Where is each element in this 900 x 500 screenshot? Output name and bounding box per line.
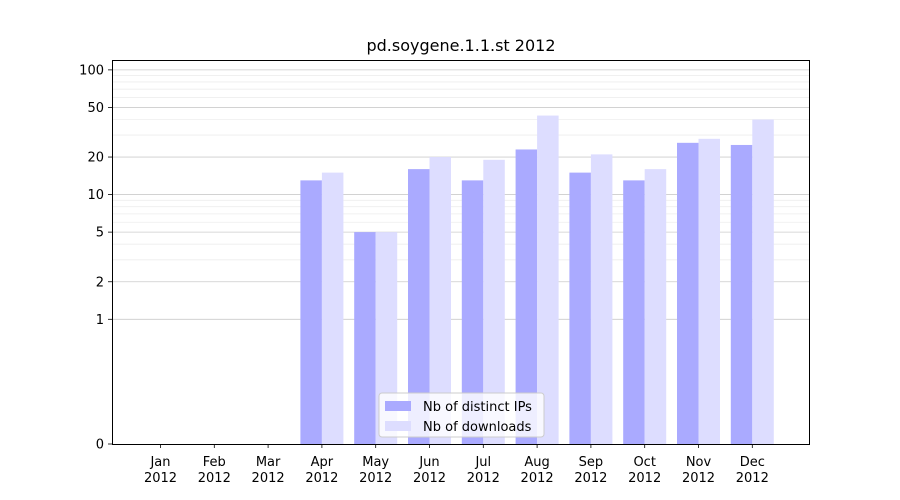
y-tick-label: 2 (96, 275, 104, 290)
legend-box (378, 392, 545, 438)
x-tick-label-year: 2012 (467, 471, 500, 486)
x-tick-label-month: Jul (474, 455, 491, 470)
x-tick-label-month: Dec (740, 455, 765, 470)
x-tick-label-year: 2012 (682, 471, 715, 486)
bar (677, 142, 699, 445)
bars (300, 115, 774, 445)
x-tick-label-month: Apr (311, 455, 334, 470)
legend-label: Nb of distinct IPs (423, 400, 532, 415)
y-tick-label: 0 (96, 438, 104, 453)
x-tick-label-month: Feb (203, 455, 226, 470)
bar (321, 172, 344, 444)
plot-frame (112, 60, 810, 445)
x-tick-label-month: Mar (256, 455, 281, 470)
bar (590, 154, 613, 444)
x-tick-label-year: 2012 (413, 471, 446, 486)
x-tick-label-year: 2012 (574, 471, 607, 486)
bar (375, 232, 398, 444)
x-tick-label-month: May (362, 455, 389, 470)
y-tick-label: 50 (87, 101, 104, 116)
x-tick-label-month: Nov (686, 455, 712, 470)
bar (483, 159, 505, 444)
bar (300, 180, 322, 444)
bar (730, 144, 753, 445)
y-tick-label: 5 (96, 226, 104, 241)
x-tick-label-month: Aug (524, 455, 549, 470)
bar (698, 138, 720, 444)
bar (408, 169, 430, 444)
x-axis: Jan2012Feb2012Mar2012Apr2012May2012Jun20… (144, 444, 769, 486)
x-tick-label-month: Sep (579, 455, 604, 470)
bar (623, 180, 645, 444)
y-axis: 0 1 2 5 10 20 50 100 (79, 63, 112, 453)
bar (752, 119, 774, 444)
bar (569, 172, 591, 444)
x-tick-label-year: 2012 (252, 471, 285, 486)
x-tick-label-year: 2012 (198, 471, 231, 486)
legend-swatch (385, 421, 411, 431)
x-tick-label-year: 2012 (628, 471, 661, 486)
y-tick-label: 20 (87, 151, 104, 166)
legend: Nb of distinct IPs Nb of downloads (378, 392, 545, 438)
bar (515, 149, 538, 444)
x-tick-label-month: Jan (149, 455, 170, 470)
x-tick-label-year: 2012 (144, 471, 177, 486)
bar (537, 115, 559, 444)
y-tick-label: 1 (96, 313, 104, 328)
legend-swatch (385, 401, 411, 411)
chart-title: pd.soygene.1.1.st 2012 (366, 36, 555, 55)
x-tick-label-year: 2012 (359, 471, 392, 486)
x-tick-label-year: 2012 (521, 471, 554, 486)
bar (461, 180, 484, 444)
x-tick-label-month: Oct (633, 455, 655, 470)
x-tick-label-month: Jun (418, 455, 439, 470)
bar (354, 232, 376, 444)
y-tick-label: 10 (87, 188, 104, 203)
legend-label: Nb of downloads (423, 420, 532, 435)
bar (429, 157, 451, 444)
bar (644, 169, 667, 444)
x-tick-label-year: 2012 (305, 471, 338, 486)
y-tick-label: 100 (79, 63, 104, 78)
x-tick-label-year: 2012 (736, 471, 769, 486)
